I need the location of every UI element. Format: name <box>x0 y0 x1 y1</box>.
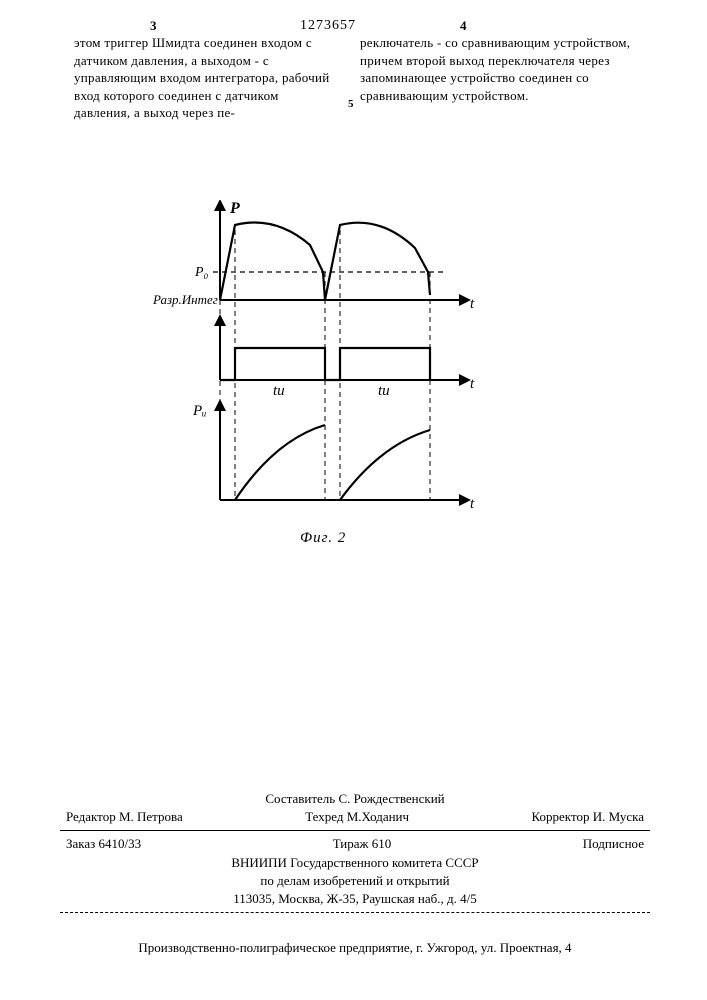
svg-text:t: t <box>470 296 475 312</box>
svg-text:P: P <box>229 200 240 217</box>
svg-text:t: t <box>470 376 475 392</box>
figure-caption: Фиг. 2 <box>300 530 346 547</box>
svg-text:Pᵤ: Pᵤ <box>192 403 207 419</box>
address: 113035, Москва, Ж-35, Раушская наб., д. … <box>60 890 650 908</box>
imprint-block: Составитель С. Рождественский Редактор М… <box>60 790 650 917</box>
chart-pulse: tи tи t <box>220 320 475 399</box>
corrector: Корректор И. Муска <box>532 808 644 826</box>
order: Заказ 6410/33 <box>66 835 141 853</box>
svg-text:tи: tи <box>378 383 390 399</box>
line-marker: 5 <box>348 98 354 110</box>
compiler: Составитель С. Рождественский <box>60 790 650 808</box>
printer-line: Производственно-полиграфическое предприя… <box>60 940 650 956</box>
chart-integrator: Pᵤ t <box>192 403 475 512</box>
body-column-right: реключатель - со сравнивающим устройство… <box>360 34 635 104</box>
svg-text:tи: tи <box>273 383 285 399</box>
chart-pressure: P P₀ t Разр.Интег <box>152 200 475 312</box>
org-line-2: по делам изобретений и открытий <box>60 872 650 890</box>
org-line-1: ВНИИПИ Государственного комитета СССР <box>60 854 650 872</box>
svg-text:Разр.Интег: Разр.Интег <box>152 292 218 307</box>
page-number-right: 4 <box>460 18 467 34</box>
svg-text:t: t <box>470 496 475 512</box>
document-number: 1273657 <box>300 18 356 34</box>
techred: Техред М.Ходанич <box>305 808 409 826</box>
subscribed: Подписное <box>583 835 644 853</box>
page-number-left: 3 <box>150 18 157 34</box>
tirage: Тираж 610 <box>333 835 392 853</box>
svg-text:P₀: P₀ <box>194 265 209 280</box>
editor: Редактор М. Петрова <box>66 808 183 826</box>
figure-2: P P₀ t Разр.Интег tи tи t Pᵤ t <box>145 200 505 530</box>
body-column-left: этом триггер Шмидта соединен входом с да… <box>74 34 334 122</box>
